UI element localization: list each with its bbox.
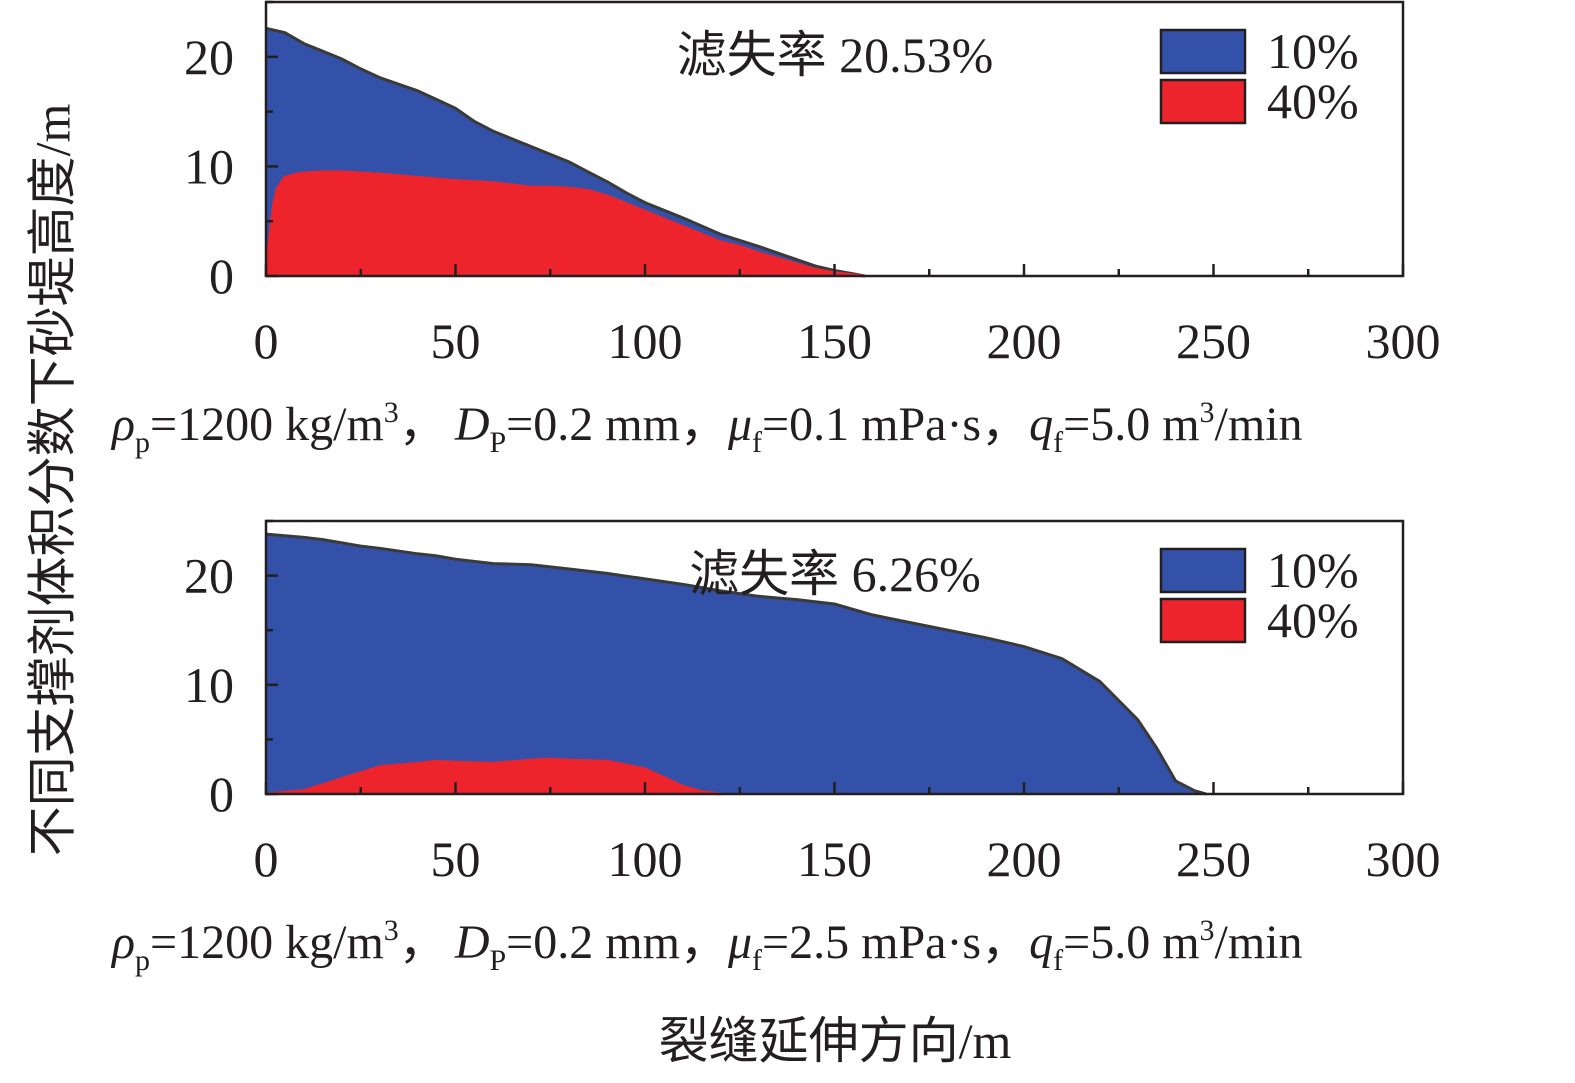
y-tick-label: 0 <box>209 766 234 822</box>
x-axis-title: 裂缝延伸方向/m <box>659 1013 1012 1069</box>
x-tick-label: 300 <box>1366 831 1441 887</box>
line-series-10pct <box>265 26 866 278</box>
x-tick-label: 0 <box>254 313 279 369</box>
area-series-10pct <box>266 534 1206 794</box>
line-series-10pct <box>265 532 1207 796</box>
line-series-40pct <box>265 757 721 796</box>
y-tick-label: 10 <box>184 138 234 194</box>
legend-label: 10% <box>1267 23 1359 79</box>
condition-line-top: ρp=1200 kg/m3， DP=0.2 mm，μf=0.1 mPa·s，qf=… <box>110 396 1303 459</box>
y-tick-label: 20 <box>184 548 234 604</box>
x-tick-label: 150 <box>797 831 872 887</box>
legend-swatch <box>1159 28 1247 75</box>
chart-panel-bottom: 0 50 100 150 200 250 300 0 10 20 滤失率 6.26% 10%40% <box>184 519 1441 887</box>
chart-panel-top: 0 50 100 150 200 250 300 0 10 20 滤失率 20.53% 10%40% <box>184 0 1441 369</box>
y-tick-label: 20 <box>184 29 234 85</box>
x-tick-label: 250 <box>1176 313 1251 369</box>
x-tick-label: 0 <box>254 831 279 887</box>
leakoff-rate-annotation: 滤失率 6.26% <box>689 546 981 602</box>
y-tick-label: 0 <box>209 248 234 304</box>
line-series-40pct <box>264 170 865 278</box>
x-tick-label: 300 <box>1366 313 1441 369</box>
x-tick-label: 50 <box>431 313 481 369</box>
x-tick-label: 100 <box>608 313 683 369</box>
x-tick-label: 50 <box>431 831 481 887</box>
area-series-40pct <box>266 171 865 276</box>
leakoff-rate-annotation: 滤失率 20.53% <box>677 27 994 83</box>
y-axis-title: 不同支撑剂体积分数下砂堤高度/m <box>24 104 80 857</box>
y-tick-label: 10 <box>184 657 234 713</box>
legend-swatch <box>1159 78 1247 125</box>
x-tick-label: 150 <box>797 313 872 369</box>
legend-swatch <box>1159 597 1247 644</box>
x-tick-label: 100 <box>608 831 683 887</box>
x-tick-label: 250 <box>1176 831 1251 887</box>
x-tick-label: 200 <box>987 831 1062 887</box>
legend-label: 40% <box>1267 73 1359 129</box>
legend-label: 40% <box>1267 592 1359 648</box>
condition-line-bottom: ρp=1200 kg/m3， DP=0.2 mm，μf=2.5 mPa·s，qf=… <box>110 914 1303 977</box>
x-tick-label: 200 <box>987 313 1062 369</box>
legend-swatch <box>1159 547 1247 594</box>
legend-label: 10% <box>1267 542 1359 598</box>
